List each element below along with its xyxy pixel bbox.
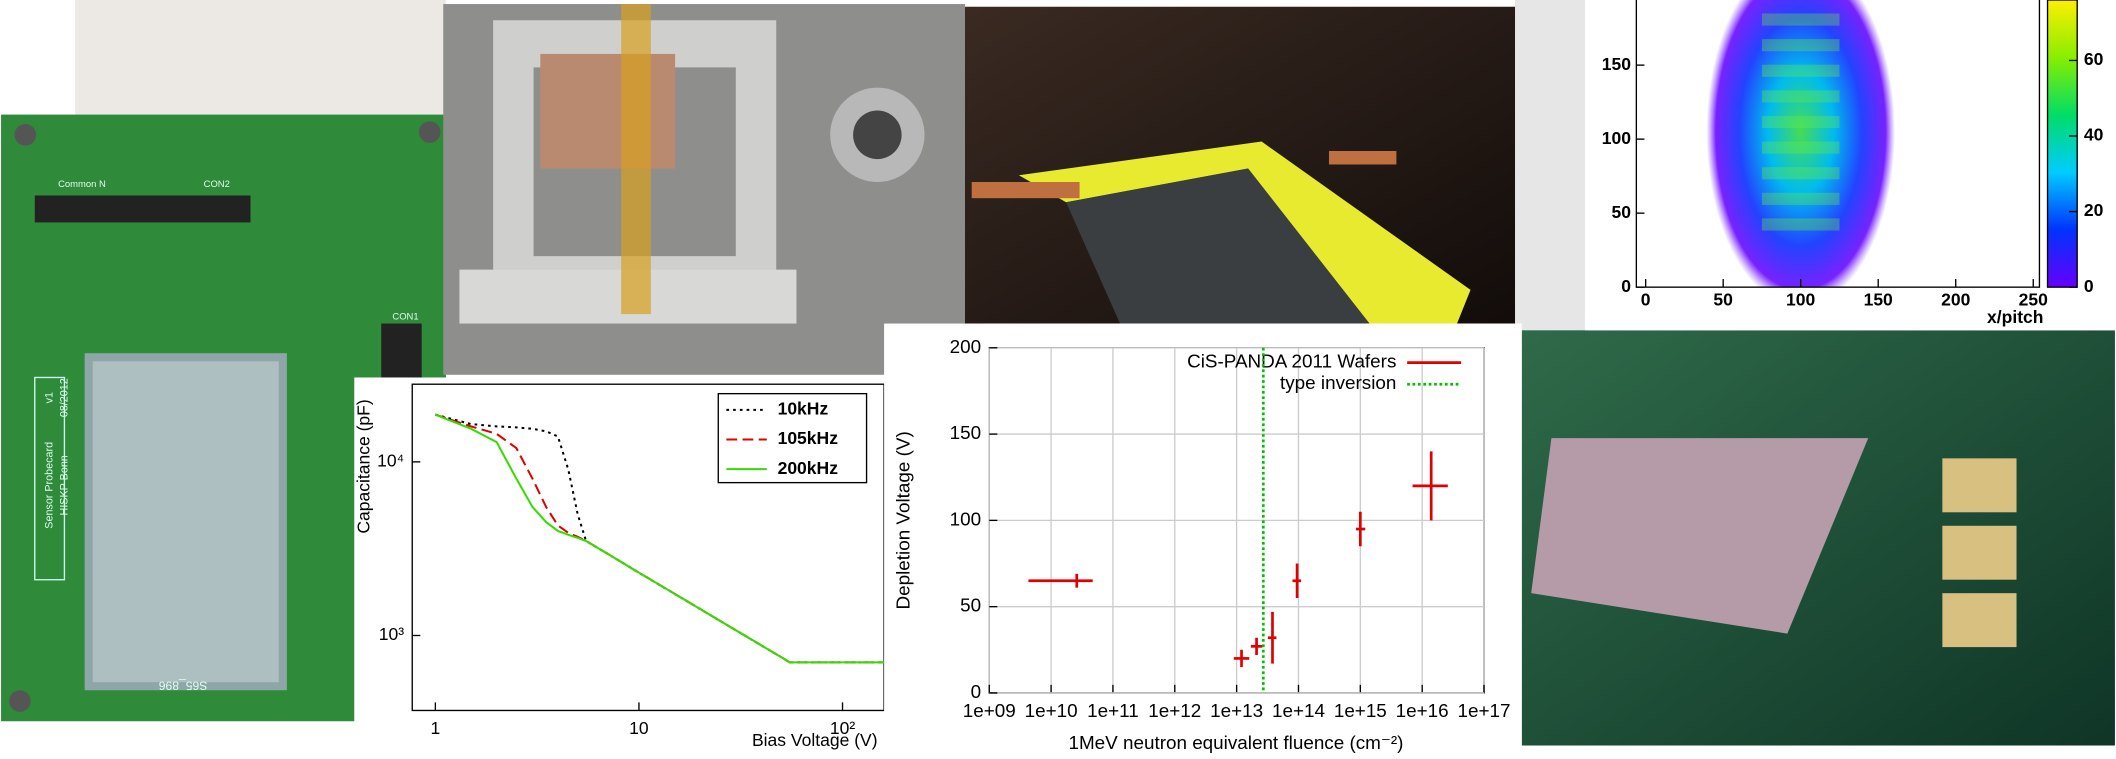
x-tick-label: 50 — [1713, 289, 1733, 309]
legend-label: 105kHz — [778, 428, 839, 448]
bg-photo — [1515, 0, 1585, 330]
legend-label: 10kHz — [778, 398, 829, 418]
y-tick-label: 50 — [1611, 202, 1631, 222]
x-tick-label: 1e+13 — [1210, 700, 1263, 721]
y-tick-label: 150 — [950, 422, 981, 443]
y-tick-label: 100 — [950, 508, 981, 529]
pcb-label: HISKP Bonn — [58, 455, 70, 515]
density-band — [1762, 39, 1840, 51]
y-axis-label: Capacitance (pF) — [354, 399, 374, 533]
colorbar-tick-label: 0 — [2084, 276, 2094, 296]
colorbar — [2048, 0, 2078, 287]
colorbar-tick-label: 60 — [2084, 49, 2104, 69]
pcb-label: CON1 — [392, 310, 418, 321]
y-tick-label: 10⁴ — [377, 450, 404, 470]
x-tick-label: 1e+10 — [1025, 700, 1078, 721]
x-axis-label: Bias Voltage (V) — [752, 730, 878, 750]
probe-photo — [965, 7, 1515, 324]
density-band — [1762, 193, 1840, 205]
pcb-label: Common N — [58, 178, 106, 189]
x-tick-label: 1e+14 — [1272, 700, 1325, 721]
density-band — [1762, 90, 1840, 102]
colorbar-tick-label: 40 — [2084, 125, 2104, 145]
density-band — [1762, 13, 1840, 25]
pcb-label: CON2 — [204, 178, 230, 189]
x-tick-label: 1e+15 — [1334, 700, 1387, 721]
colorbar-tick-label: 20 — [2084, 200, 2104, 220]
x-tick-label: 1e+09 — [963, 700, 1016, 721]
pcb-label: Sensor Probecard — [43, 442, 55, 529]
density-band — [1762, 142, 1840, 154]
x-tick-label: 150 — [1864, 289, 1893, 309]
x-axis-label: x/pitch — [1987, 307, 2043, 327]
x-tick-label: 200 — [1941, 289, 1970, 309]
y-tick-label: 50 — [960, 595, 981, 616]
y-axis-label: Depletion Voltage (V) — [892, 431, 913, 609]
legend-label: CiS-PANDA 2011 Wafers — [1187, 351, 1396, 372]
x-tick-label: 1e+16 — [1396, 700, 1449, 721]
y-tick-label: 150 — [1602, 54, 1631, 74]
density-band — [1762, 218, 1840, 230]
x-tick-label: 10 — [629, 718, 649, 738]
density-band — [1762, 65, 1840, 77]
pcb-label: S65_896 — [159, 679, 208, 693]
legend-label: 200kHz — [778, 458, 839, 478]
module-photo — [1522, 330, 2115, 745]
pcb-label: v1 — [43, 392, 55, 403]
y-tick-label: 0 — [1621, 276, 1631, 296]
x-tick-label: 0 — [1641, 289, 1651, 309]
x-axis-label: 1MeV neutron equivalent fluence (cm⁻²) — [1068, 732, 1403, 753]
x-tick-label: 1e+12 — [1148, 700, 1201, 721]
y-tick-label: 200 — [950, 336, 981, 357]
collage: Sensor Probecard v1 HISKP Bonn 08/2012 S… — [0, 0, 2116, 759]
bg-photo — [75, 0, 446, 115]
x-tick-label: 100 — [1786, 289, 1815, 309]
legend-label: type inversion — [1280, 372, 1396, 393]
y-tick-label: 100 — [1602, 128, 1631, 148]
x-tick-label: 1 — [430, 718, 440, 738]
lab-photo — [443, 4, 965, 375]
y-tick-label: 0 — [971, 681, 982, 702]
density-band — [1762, 167, 1840, 179]
pcb-label: 08/2012 — [58, 378, 70, 417]
x-tick-label: 1e+11 — [1087, 700, 1139, 721]
x-tick-label: 1e+17 — [1458, 700, 1511, 721]
y-tick-label: 10³ — [379, 624, 404, 644]
density-band — [1762, 116, 1840, 128]
